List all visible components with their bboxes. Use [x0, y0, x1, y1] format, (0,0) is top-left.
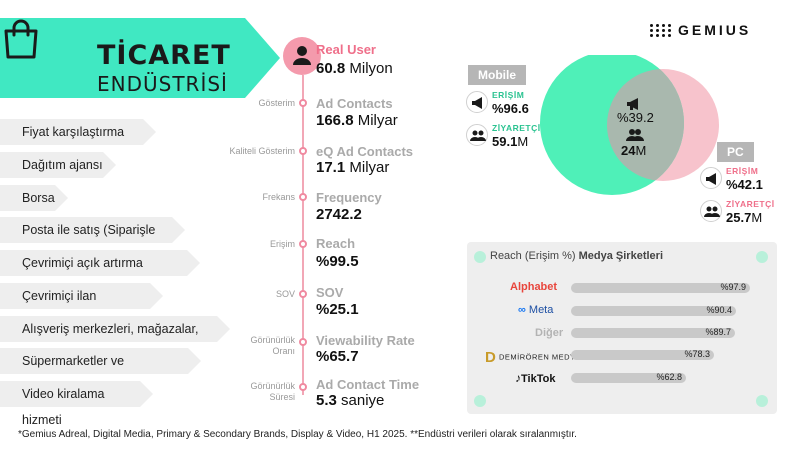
megaphone-icon [706, 173, 716, 185]
mobile-visitor-value: 59.1M [492, 134, 529, 149]
real-user-value: 60.8 Milyon [316, 60, 393, 77]
pc-reach-icon-wrap [700, 167, 722, 189]
eq-ad-contacts-label: eQ Ad Contacts [316, 144, 414, 159]
timeline-dot [299, 193, 307, 201]
meta-infinity-icon: ∞ [518, 304, 526, 316]
panel-corner-dot [474, 395, 486, 407]
brand-dots-icon [650, 23, 672, 37]
viewability-value: %65.7 [316, 348, 359, 365]
sov-side: SOV [275, 289, 295, 299]
pc-visitor-name: ZİYARETÇİ [726, 199, 775, 209]
brand-name: GEMIUS [678, 22, 752, 38]
visitors-icon [626, 129, 644, 141]
overlap-visitor-value: 24M [621, 143, 647, 158]
real-user-label: Real User [316, 42, 376, 57]
frequency-side: Frekans [262, 192, 295, 202]
reach-bar-label: %90.4 [706, 305, 732, 315]
banner-title-line2: ENDÜSTRİSİ [97, 72, 228, 96]
reach-bar-label: %78.3 [684, 349, 710, 359]
timeline-dot [299, 240, 307, 248]
industry-item: Video kiralama hizmeti [0, 381, 153, 427]
mobile-reach-icon-wrap [466, 91, 488, 113]
reach-bar [571, 373, 686, 383]
real-user-badge [283, 37, 321, 75]
timeline-dot [299, 290, 307, 298]
mobile-reach-name: ERİŞİM [492, 90, 525, 100]
pc-reach-name: ERİŞİM [726, 166, 759, 176]
user-icon [293, 46, 311, 65]
brand-logo: GEMIUS [650, 22, 751, 38]
reach-label: Reach [316, 236, 356, 251]
panel-corner-dot [756, 395, 768, 407]
eq-ad-contacts-side: Kaliteli Gösterim [229, 146, 295, 156]
metrics-timeline [302, 75, 304, 395]
pc-reach-value: %42.1 [726, 177, 763, 192]
megaphone-icon [472, 97, 482, 109]
pc-label: PC [717, 142, 754, 162]
pc-visitor-icon-wrap [700, 200, 722, 222]
sov-value: %25.1 [316, 301, 359, 318]
sov-label: SOV [316, 285, 344, 300]
ad-contacts-side: Gösterim [258, 98, 295, 108]
reach-bar [571, 350, 714, 360]
ad-contacts-label: Ad Contacts [316, 96, 393, 111]
industry-item: Borsa [0, 185, 68, 211]
company-label-meta: ∞ Meta [518, 304, 554, 316]
industry-item: Alışveriş merkezleri, mağazalar, depolar [0, 316, 230, 362]
reach-value: %99.5 [316, 253, 359, 270]
industry-item: Dağıtım ajansı [0, 152, 116, 178]
reach-bar-label: %89.7 [705, 327, 731, 337]
contact-time-label: Ad Contact Time [316, 377, 420, 392]
demiroren-logo-icon: D [485, 349, 497, 366]
viewability-label: Viewability Rate [316, 333, 415, 348]
reach-bar-label: %62.8 [656, 372, 682, 382]
reach-side: Erişim [270, 239, 295, 249]
timeline-dot [299, 383, 307, 391]
company-label-alphabet: Alphabet [510, 281, 558, 293]
media-panel-title: Reach (Erişim %) Medya Şirketleri [490, 250, 663, 262]
industry-item: Posta ile satış (Siparişle satış) [0, 217, 185, 263]
shopping-bag-icon [4, 19, 38, 59]
company-label-tiktok: ♪TikTok [515, 371, 556, 385]
reach-bar-label: %97.9 [720, 282, 746, 292]
venn-overlap [607, 69, 684, 181]
reach-bar [571, 306, 736, 316]
ad-contacts-value: 166.8 Milyar [316, 112, 398, 129]
mobile-reach-value: %96.6 [492, 101, 529, 116]
viewability-side: Görünürlük Oranı [250, 335, 295, 356]
reach-bar [571, 283, 750, 293]
industry-item: Çevrimiçi açık artırma hizmetleri [0, 250, 200, 296]
frequency-value: 2742.2 [316, 206, 362, 223]
panel-corner-dot [474, 251, 486, 263]
tiktok-note-icon: ♪ [515, 371, 521, 385]
timeline-dot [299, 338, 307, 346]
mobile-visitor-icon-wrap [466, 124, 488, 146]
megaphone-icon [627, 98, 638, 110]
pc-visitor-value: 25.7M [726, 210, 763, 225]
mobile-label: Mobile [468, 65, 526, 85]
footnote: *Gemius Adreal, Digital Media, Primary &… [18, 429, 577, 440]
venn-diagram [540, 55, 719, 195]
banner-background [0, 18, 280, 98]
mobile-visitor-name: ZİYARETÇİ [492, 123, 541, 133]
contact-time-value: 5.3 saniye [316, 392, 385, 409]
industry-item: Süpermarketler ve hipermarketler [0, 348, 201, 394]
reach-bar [571, 328, 735, 338]
eq-ad-contacts-value: 17.1 Milyar [316, 159, 390, 176]
industry-item: Fiyat karşılaştırma sitesi [0, 119, 156, 165]
panel-corner-dot [756, 251, 768, 263]
contact-time-side: Görünürlük Süresi [250, 381, 295, 402]
overlap-reach-value: %39.2 [617, 110, 654, 125]
banner-title-line1: TİCARET [97, 40, 231, 71]
company-label-other: Diğer [535, 327, 564, 339]
timeline-dot [299, 99, 307, 107]
visitors-icon [704, 206, 720, 217]
company-label-demiroren: D DEMİRÖREN MEDYA [485, 349, 581, 366]
industry-item: Çevrimiçi ilan hizmetleri [0, 283, 163, 329]
visitors-icon [470, 130, 486, 141]
industry-banner: TİCARET ENDÜSTRİSİ [0, 18, 280, 98]
frequency-label: Frequency [316, 190, 382, 205]
timeline-dot [299, 147, 307, 155]
